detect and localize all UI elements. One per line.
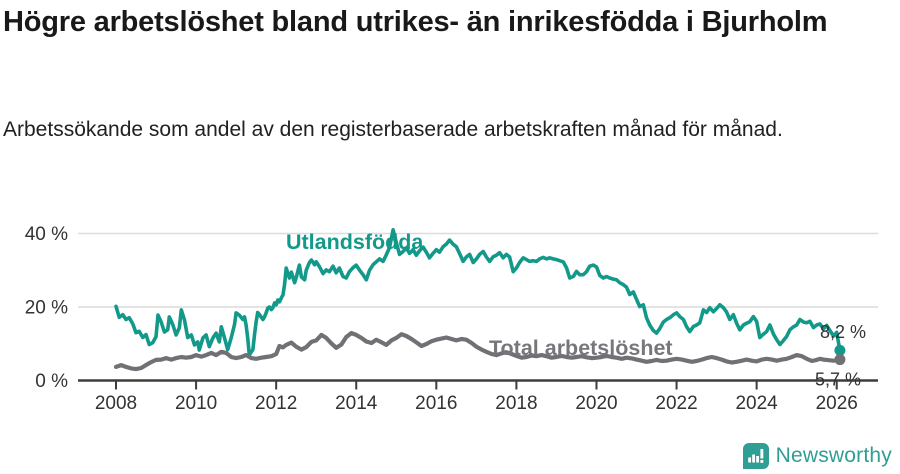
page-subtitle: Arbetssökande som andel av den registerb…	[3, 118, 783, 141]
newsworthy-logo[interactable]: Newsworthy	[742, 443, 892, 469]
x-tick-label: 2018	[495, 393, 537, 414]
series-end-dot-total	[834, 354, 846, 366]
x-tick-label: 2012	[255, 393, 297, 414]
series-line-total	[113, 331, 843, 372]
x-tick-label: 2014	[335, 393, 378, 414]
brand-name: Newsworthy	[775, 444, 892, 467]
x-tick-label: 2022	[655, 393, 697, 414]
series-label-total: Total arbetslöshet	[489, 336, 673, 360]
x-tick-label: 2020	[575, 393, 617, 414]
axis-group: 0 % 20 % 40 % 2008 2010 2012 2014 2016 2018 2020 2…	[25, 224, 878, 414]
y-tick-label: 0 %	[35, 371, 68, 392]
series-line-utlandsfodda	[114, 228, 842, 357]
x-tick-label: 2016	[415, 393, 457, 414]
x-tick-label: 2026	[816, 393, 858, 414]
series-label-utlandsfodda: Utlandsfödda	[286, 230, 424, 254]
gridlines-group	[78, 232, 878, 308]
y-tick-label: 40 %	[25, 224, 68, 245]
bar-chart-bubble-icon	[742, 443, 769, 469]
y-tick-label: 20 %	[25, 298, 68, 319]
x-tick-label: 2024	[735, 393, 778, 414]
end-value-label-utlandsfodda: 8,2 %	[820, 322, 866, 342]
end-value-label-total: 5,7 %	[815, 370, 861, 390]
series-group	[113, 228, 846, 372]
series-end-dot-utlandsfodda	[834, 344, 846, 356]
x-tick-label: 2008	[95, 393, 137, 414]
page-title: Högre arbetslöshet bland utrikes- än inr…	[3, 6, 828, 38]
annotations-group: Utlandsfödda Total arbetslöshet 8,2 % 5,…	[286, 230, 866, 390]
x-tick-label: 2010	[175, 393, 217, 414]
